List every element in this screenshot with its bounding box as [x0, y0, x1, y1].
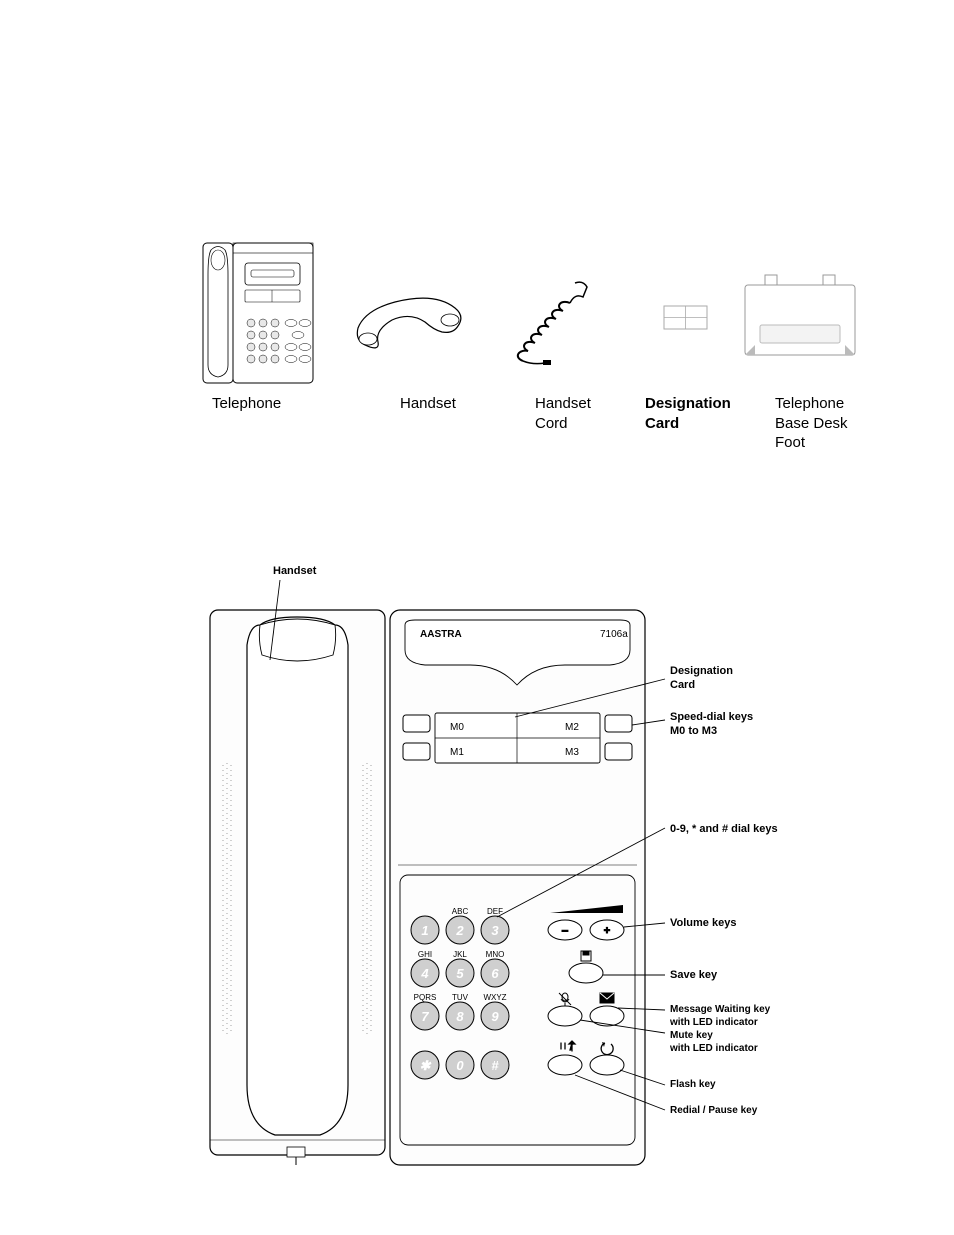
- telephone-diagram: AASTRA 7106a M0 M2 M1 M3: [205, 565, 825, 1205]
- svg-text:1: 1: [421, 923, 428, 938]
- part-handset-label: Handset: [400, 394, 456, 414]
- svg-text:7: 7: [421, 1009, 429, 1024]
- svg-text:#: #: [491, 1058, 499, 1073]
- pqrs-text: PQRS: [414, 993, 437, 1002]
- part-designation-card: [655, 305, 715, 335]
- m2-text: M2: [565, 722, 579, 733]
- callout-handset: Handset: [273, 565, 316, 579]
- svg-text:3: 3: [491, 923, 499, 938]
- svg-text:9: 9: [491, 1009, 499, 1024]
- designation-card-icon: [663, 305, 708, 330]
- parts-row: Telephone Handset Handset Cord: [185, 235, 885, 475]
- base-foot-icon: [735, 270, 865, 370]
- document-page: Telephone Handset Handset Cord: [0, 0, 954, 1235]
- telephone-icon: [193, 235, 323, 395]
- model-text: 7106a: [600, 629, 628, 640]
- brand-text: AASTRA: [420, 629, 462, 640]
- cord-icon: [505, 275, 605, 375]
- m1-text: M1: [450, 747, 464, 758]
- tuv-text: TUV: [452, 993, 469, 1002]
- callout-message-waiting: Message Waiting key with LED indicator: [670, 1004, 770, 1029]
- jkl-text: JKL: [453, 950, 467, 959]
- abc-text: ABC: [452, 907, 469, 916]
- svg-text:✱: ✱: [420, 1058, 432, 1073]
- svg-text:+: +: [604, 925, 610, 937]
- callout-dial-keys: 0-9, * and # dial keys: [670, 823, 778, 837]
- callout-speed-dial: Speed-dial keys M0 to M3: [670, 711, 753, 739]
- wxyz-text: WXYZ: [483, 993, 506, 1002]
- m0-text: M0: [450, 722, 464, 733]
- part-base-foot: [735, 270, 865, 375]
- svg-text:2: 2: [455, 923, 464, 938]
- callout-designation-card: Designation Card: [670, 665, 733, 693]
- ghi-text: GHI: [418, 950, 432, 959]
- part-cord-label: Handset Cord: [535, 394, 591, 433]
- part-handset-cord: [505, 275, 605, 380]
- part-base-foot-label: Telephone Base Desk Foot: [775, 394, 848, 453]
- callout-volume: Volume keys: [670, 917, 736, 931]
- mno-text: MNO: [486, 950, 505, 959]
- m3-text: M3: [565, 747, 579, 758]
- callout-mute: Mute key with LED indicator: [670, 1030, 758, 1055]
- svg-text:8: 8: [456, 1009, 464, 1024]
- part-handset: [350, 290, 470, 375]
- svg-text:4: 4: [420, 966, 429, 981]
- callout-redial: Redial / Pause key: [670, 1105, 757, 1118]
- handset-icon: [350, 290, 470, 370]
- part-telephone-label: Telephone: [212, 394, 281, 414]
- part-card-label: Designation Card: [645, 394, 731, 433]
- svg-text:0: 0: [456, 1058, 464, 1073]
- part-telephone: [185, 235, 330, 400]
- callout-save: Save key: [670, 969, 717, 983]
- svg-text:5: 5: [456, 966, 464, 981]
- svg-text:6: 6: [491, 966, 499, 981]
- callout-flash: Flash key: [670, 1079, 716, 1092]
- svg-text:–: –: [562, 923, 569, 937]
- memory-key-area: M0 M2 M1 M3: [403, 713, 632, 763]
- keypad: ABC DEF GHI JKL MNO PQRS TUV WXYZ 123 45…: [411, 907, 509, 1079]
